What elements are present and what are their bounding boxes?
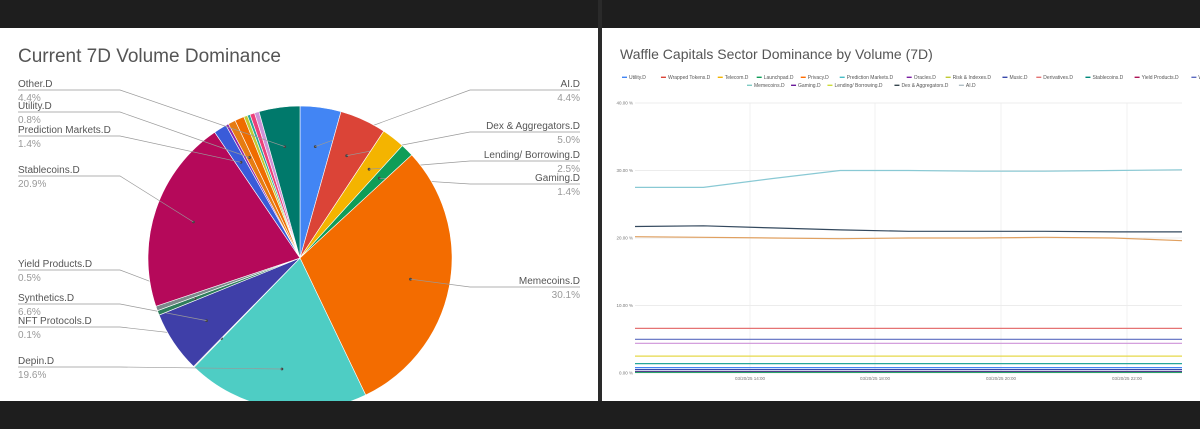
legend-item-utility-d: Utility.D: [629, 75, 646, 81]
pie-label: Other.D: [18, 79, 52, 90]
pie-chart-panel: Current 7D Volume Dominance AI.D 4.4% Dex …: [0, 28, 598, 401]
pie-slice-memecoins-d: [299, 154, 453, 396]
legend-item-ai-d: AI.D: [966, 83, 976, 89]
x-tick-label: 03/20/25 22:00: [1112, 376, 1143, 381]
pie-percent: 0.8%: [18, 115, 41, 126]
y-tick-label: 30.00 %: [616, 168, 633, 173]
pie-percent: 1.4%: [557, 187, 580, 198]
series-line-memecoins-d: [635, 169, 1183, 188]
legend-item-telecom-d: Telecom.D: [725, 75, 749, 81]
pie-label: Prediction Markets.D: [18, 125, 111, 136]
pie-label: Depin.D: [18, 356, 54, 367]
bottom-letterbox: [0, 401, 1200, 429]
pie-leader-line: [18, 89, 285, 147]
pie-leader-dot: [367, 167, 371, 171]
pie-chart: AI.D 4.4% Dex & Aggregators.D 5.0% Lending/ …: [18, 79, 580, 401]
pie-leader-line: [18, 175, 194, 223]
legend-item-privacy-d: Privacy.D: [808, 75, 829, 81]
x-tick-label: 03/20/25 14:00: [735, 376, 766, 381]
legend-item-yield-products-d: Yield Products.D: [1142, 75, 1179, 81]
pie-leader-line: [18, 135, 242, 163]
legend-item-oracles-d: Oracles.D: [914, 75, 937, 81]
y-tick-label: 0.00 %: [619, 371, 633, 376]
pie-leader-dot: [313, 145, 317, 148]
pie-label: Dex & Aggregators.D: [486, 121, 580, 132]
x-tick-label: 03/20/25 18:00: [860, 376, 891, 381]
legend-item-music-d: Music.D: [1009, 75, 1027, 81]
pie-percent: 1.4%: [18, 139, 41, 150]
line-chart-title: Waffle Capitals Sector Dominance by Volu…: [620, 46, 933, 62]
pie-percent: 30.1%: [552, 290, 580, 301]
pie-percent: 19.6%: [18, 370, 46, 381]
pie-percent: 4.4%: [557, 93, 580, 104]
pie-label: Lending/ Borrowing.D: [484, 150, 580, 161]
pie-label: Synthetics.D: [18, 293, 74, 304]
pie-leader-dot: [239, 160, 243, 164]
pie-leader-line: [18, 111, 250, 158]
pie-percent: 2.5%: [557, 164, 580, 175]
legend-item-wrapped-tokens-d: Wrapped Tokens.D: [668, 75, 711, 81]
pie-percent: 5.0%: [557, 135, 580, 146]
legend-item-gaming-d: Gaming.D: [798, 83, 821, 89]
y-tick-label: 20.00 %: [616, 236, 633, 241]
pie-percent: 0.1%: [18, 330, 41, 341]
series-line-dex-aggregators-d: [634, 225, 1182, 233]
legend-item-prediction-markets-d: Prediction Markets.D: [847, 75, 894, 81]
x-tick-label: 03/20/25 20:00: [986, 376, 1017, 381]
series-line-depin-d: [634, 236, 1183, 242]
legend-item-memecoins-d: Memecoins.D: [754, 83, 785, 89]
pie-leader-line: [18, 366, 282, 370]
pie-label: Stablecoins.D: [18, 165, 80, 176]
pie-percent: 4.4%: [18, 93, 41, 104]
pie-percent: 20.9%: [18, 179, 46, 190]
y-tick-label: 40.00 %: [616, 101, 633, 106]
pie-slice-stablecoins-d: [147, 131, 301, 307]
pie-label: Gaming.D: [535, 173, 580, 184]
legend-item-wallets-d: Wallets.D: [1198, 75, 1200, 81]
pie-leader-line: [410, 278, 580, 288]
panel-divider: [598, 0, 602, 429]
y-tick-label: 10.00 %: [616, 303, 633, 308]
pie-percent: 0.5%: [18, 273, 41, 284]
pie-label: AI.D: [561, 79, 580, 90]
line-chart: Utility.D Wrapped Tokens.D Telecom.D Launch…: [616, 75, 1200, 381]
legend-item-derivatives-d: Derivatives.D: [1043, 75, 1073, 81]
legend-item-launchpad-d: Launchpad.D: [764, 75, 794, 81]
pie-label: NFT Protocols.D: [18, 316, 92, 327]
pie-label: Memecoins.D: [519, 276, 580, 287]
legend-item-dex-aggregators-d: Dex & Aggregators.D: [901, 83, 948, 89]
pie-leader-dot: [283, 145, 287, 148]
pie-slice-depin-d: [193, 257, 367, 401]
pie-chart-title: Current 7D Volume Dominance: [18, 46, 281, 67]
legend-item-risk-indexes-d: Risk & Indexes.D: [953, 75, 992, 81]
pie-label: Yield Products.D: [18, 259, 92, 270]
pie-slice-other-d: [258, 105, 301, 259]
legend-item-stablecoins-d: Stablecoins.D: [1092, 75, 1123, 81]
pie-leader-line: [18, 303, 207, 321]
line-chart-panel: Waffle Capitals Sector Dominance by Volu…: [602, 28, 1200, 401]
pie-label: Utility.D: [18, 101, 52, 112]
pie-percent: 6.6%: [18, 307, 41, 318]
legend-item-lending-borrowing-d: Lending/ Borrowing.D: [834, 83, 882, 89]
